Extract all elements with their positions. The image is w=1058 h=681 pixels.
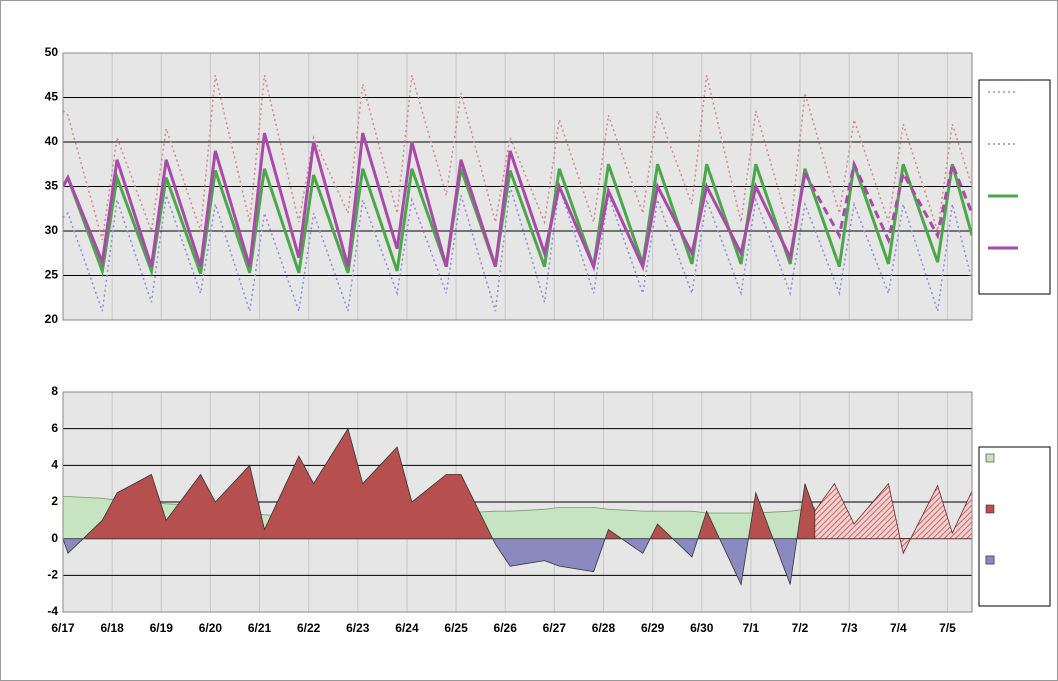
legend-key [985,504,995,514]
legend-box [978,79,1051,295]
y-tick-label: 4 [51,458,58,472]
x-tick-label: 7/4 [890,621,907,635]
x-tick-label: 6/30 [690,621,714,635]
series-line [803,159,972,245]
x-tick-label: 6/21 [248,621,272,635]
x-tick-label: 6/22 [297,621,321,635]
y-tick-label: 30 [45,223,59,237]
x-tick-label: 6/28 [592,621,616,635]
plot-border [62,391,973,613]
area-above [63,427,816,539]
series-line [63,132,807,272]
area-below [63,538,816,586]
legend-key [985,453,995,463]
y-tick-label: 20 [45,312,59,326]
x-tick-label: 7/5 [939,621,956,635]
y-tick-label: -2 [47,568,58,582]
x-tick-label: 6/20 [199,621,223,635]
series-line [63,186,972,312]
x-tick-label: 6/19 [150,621,174,635]
x-tick-label: 6/25 [444,621,468,635]
y-tick-label: 25 [45,268,59,282]
y-tick-label: -4 [47,604,58,618]
y-tick-label: 40 [45,134,59,148]
x-tick-label: 6/29 [641,621,665,635]
y-tick-label: 6 [51,421,58,435]
legend-key [985,555,995,565]
x-tick-label: 7/3 [841,621,858,635]
x-tick-label: 6/27 [543,621,567,635]
legend-box [978,446,1051,607]
series-line [63,75,972,241]
x-tick-label: 6/17 [51,621,75,635]
y-tick-label: 35 [45,179,59,193]
x-tick-label: 6/18 [100,621,124,635]
y-tick-label: 50 [45,45,59,59]
plot-border [62,52,973,321]
y-tick-label: 8 [51,384,58,398]
y-tick-label: 2 [51,494,58,508]
y-tick-label: 0 [51,531,58,545]
x-tick-label: 6/24 [395,621,419,635]
x-tick-label: 6/23 [346,621,370,635]
y-tick-label: 45 [45,90,59,104]
x-tick-label: 7/2 [792,621,809,635]
x-tick-label: 6/26 [494,621,518,635]
x-tick-label: 7/1 [743,621,760,635]
